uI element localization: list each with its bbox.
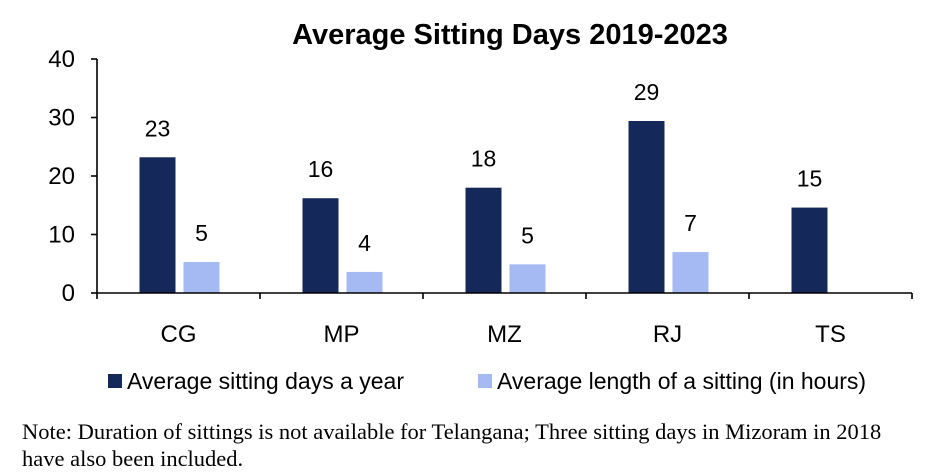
data-label: 5 — [521, 222, 534, 248]
legend-label: Average length of a sitting (in hours) — [497, 368, 866, 394]
legend-swatch — [108, 374, 122, 388]
x-category-label: CG — [161, 321, 197, 348]
y-tick-label: 30 — [48, 105, 75, 132]
x-category-label: TS — [815, 321, 846, 348]
data-label: 23 — [145, 115, 171, 141]
data-label: 7 — [684, 210, 697, 236]
bar-sitting-length — [183, 261, 220, 293]
chart-note: Note: Duration of sittings is not availa… — [22, 419, 882, 471]
bars: 23 16 18 29 15 5 4 5 7 — [139, 79, 828, 293]
chart-title: Average Sitting Days 2019-2023 — [292, 19, 728, 51]
data-label: 29 — [634, 79, 660, 105]
y-tick-label: 10 — [48, 222, 75, 249]
data-label: 5 — [195, 220, 208, 246]
x-category-label: MP — [324, 321, 360, 348]
legend-swatch — [478, 374, 492, 388]
data-label: 15 — [797, 166, 823, 192]
data-label: 16 — [308, 156, 334, 182]
legend: Average sitting days a year Average lengt… — [108, 368, 866, 394]
bar-sitting-days — [302, 198, 339, 293]
bar-sitting-length — [509, 264, 546, 293]
bar-sitting-days — [628, 121, 665, 293]
bar-sitting-length — [672, 252, 709, 293]
bar-sitting-days — [791, 207, 828, 293]
y-tick-label: 20 — [48, 163, 75, 190]
y-axis: 0 10 20 30 40 — [48, 46, 98, 307]
x-category-label: MZ — [487, 321, 522, 348]
data-label: 4 — [358, 230, 371, 256]
data-label: 18 — [471, 146, 497, 172]
y-tick-label: 0 — [62, 280, 75, 307]
bar-sitting-length — [346, 271, 383, 293]
x-category-label: RJ — [653, 321, 682, 348]
bar-chart: Average Sitting Days 2019-2023 010203040… — [48, 19, 913, 394]
bar-sitting-days — [465, 187, 502, 293]
legend-label: Average sitting days a year — [127, 368, 404, 394]
bar-sitting-days — [139, 157, 176, 293]
x-axis: CG MP MZ RJ TS — [96, 292, 913, 348]
y-tick-label: 40 — [48, 46, 75, 73]
